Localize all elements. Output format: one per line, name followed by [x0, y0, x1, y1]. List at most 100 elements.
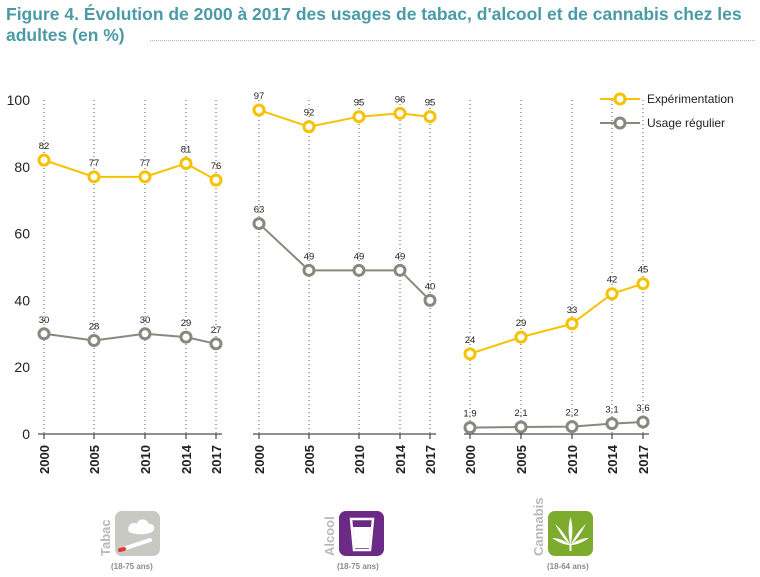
data-label-alcool-experimentation-2005: 92: [304, 108, 315, 119]
glass-icon: [339, 511, 384, 556]
data-label-cannabis-usage-regulier-2010: 2,2: [565, 408, 578, 419]
y-tick-label-0: 0: [22, 426, 30, 442]
data-label-cannabis-usage-regulier-2005: 2,1: [514, 408, 527, 419]
data-label-alcool-usage-regulier-2010: 49: [354, 251, 365, 262]
point-cannabis-experimentation-2014: [605, 287, 619, 301]
x-tick-label-tabac-2005: 2005: [87, 445, 102, 474]
data-label-alcool-usage-regulier-2000: 63: [254, 205, 265, 216]
data-label-alcool-experimentation-2014: 96: [395, 94, 406, 105]
data-label-cannabis-experimentation-2000: 24: [465, 335, 476, 346]
point-alcool-experimentation-2014: [393, 106, 407, 120]
point-alcool-usage-regulier-2017: [423, 293, 437, 307]
y-tick-label-80: 80: [14, 159, 30, 175]
point-tabac-usage-regulier-2005: [87, 333, 101, 347]
point-tabac-experimentation-2000: [37, 153, 51, 167]
legend: Expérimentation Usage régulier: [600, 92, 734, 130]
point-tabac-experimentation-2005: [87, 170, 101, 184]
point-alcool-experimentation-2000: [252, 103, 266, 117]
data-label-cannabis-experimentation-2005: 29: [516, 318, 527, 329]
x-tick-label-tabac-2014: 2014: [179, 444, 194, 474]
data-label-alcool-experimentation-2017: 95: [425, 98, 436, 109]
title-divider: [150, 40, 755, 41]
legend-experimentation-marker: [613, 92, 627, 106]
series-layer: 82 77 77 81 76 30 28 30 29 27 97 92 95 96 95 63 49 49 49 40…: [37, 91, 650, 435]
data-label-alcool-usage-regulier-2014: 49: [395, 251, 406, 262]
point-alcool-usage-regulier-2010: [352, 263, 366, 277]
point-tabac-experimentation-2017: [209, 173, 223, 187]
point-cannabis-usage-regulier-2005: [514, 420, 528, 434]
x-tick-label-alcool-2017: 2017: [423, 445, 438, 474]
panel-cannabis-label: Cannabis: [531, 497, 546, 556]
x-tick-label-tabac-2017: 2017: [209, 445, 224, 474]
data-label-alcool-usage-regulier-2017: 40: [425, 281, 436, 292]
x-tick-label-cannabis-2010: 2010: [565, 445, 580, 474]
point-cannabis-usage-regulier-2014: [605, 417, 619, 431]
y-tick-label-40: 40: [14, 292, 30, 308]
data-label-cannabis-experimentation-2017: 45: [638, 265, 649, 276]
data-label-tabac-usage-regulier-2010: 30: [140, 315, 151, 326]
panel-cannabis-footer: Cannabis (18-64 ans): [531, 497, 593, 571]
panel-alcool-footer: Alcool (18-75 ans): [322, 511, 384, 571]
data-label-tabac-experimentation-2010: 77: [140, 158, 151, 169]
point-tabac-experimentation-2014: [179, 156, 193, 170]
point-tabac-experimentation-2010: [138, 170, 152, 184]
x-tick-label-tabac-2000: 2000: [37, 445, 52, 474]
data-label-alcool-experimentation-2010: 95: [354, 98, 365, 109]
point-cannabis-experimentation-2017: [636, 277, 650, 291]
panel-alcool-label: Alcool: [322, 516, 337, 556]
data-label-cannabis-experimentation-2014: 42: [607, 275, 618, 286]
data-label-tabac-experimentation-2017: 76: [211, 161, 222, 172]
legend-experimentation-label: Expérimentation: [647, 92, 734, 106]
x-tick-label-alcool-2000: 2000: [252, 445, 267, 474]
panel-tabac-footer: Tabac (18-75 ans): [98, 511, 160, 571]
data-label-tabac-usage-regulier-2014: 29: [181, 318, 192, 329]
point-alcool-usage-regulier-2014: [393, 263, 407, 277]
point-cannabis-usage-regulier-2010: [565, 420, 579, 434]
axis-layer: 0 20 40 60 80 100 2000 2005 2010 2014 2017 2000 2005…: [7, 92, 651, 474]
point-alcool-experimentation-2010: [352, 110, 366, 124]
point-alcool-experimentation-2005: [302, 120, 316, 134]
panel-tabac-label: Tabac: [98, 519, 113, 556]
point-tabac-usage-regulier-2010: [138, 327, 152, 341]
data-label-cannabis-usage-regulier-2014: 3,1: [605, 405, 618, 416]
data-label-alcool-usage-regulier-2005: 49: [304, 251, 315, 262]
x-tick-label-alcool-2014: 2014: [393, 444, 408, 474]
x-tick-label-cannabis-2005: 2005: [514, 445, 529, 474]
point-cannabis-experimentation-2000: [463, 347, 477, 361]
legend-usage-regulier-marker: [613, 116, 627, 130]
data-label-cannabis-usage-regulier-2017: 3,6: [636, 403, 649, 414]
point-cannabis-usage-regulier-2017: [636, 415, 650, 429]
y-tick-label-20: 20: [14, 359, 30, 375]
data-label-cannabis-usage-regulier-2000: 1,9: [463, 409, 476, 420]
x-tick-label-cannabis-2000: 2000: [463, 445, 478, 474]
data-label-tabac-usage-regulier-2017: 27: [211, 325, 222, 336]
legend-usage-regulier-label: Usage régulier: [647, 116, 725, 130]
point-cannabis-experimentation-2005: [514, 330, 528, 344]
x-tick-label-cannabis-2017: 2017: [636, 445, 651, 474]
cigarette-icon: [115, 511, 160, 556]
x-tick-label-alcool-2010: 2010: [352, 445, 367, 474]
figure-title: Figure 4. Évolution de 2000 à 2017 des u…: [6, 4, 742, 45]
cannabis-leaf-icon: [548, 511, 593, 556]
data-label-tabac-usage-regulier-2005: 28: [89, 321, 100, 332]
x-tick-label-alcool-2005: 2005: [302, 445, 317, 474]
point-alcool-experimentation-2017: [423, 110, 437, 124]
x-tick-label-tabac-2010: 2010: [138, 445, 153, 474]
y-tick-label-100: 100: [7, 92, 31, 108]
x-tick-label-cannabis-2014: 2014: [605, 444, 620, 474]
panel-alcool-age: (18-75 ans): [337, 562, 379, 571]
y-tick-label-60: 60: [14, 226, 30, 242]
panel-tabac-age: (18-75 ans): [111, 562, 153, 571]
point-tabac-usage-regulier-2014: [179, 330, 193, 344]
point-tabac-usage-regulier-2017: [209, 337, 223, 351]
data-label-tabac-usage-regulier-2000: 30: [39, 315, 50, 326]
point-alcool-usage-regulier-2000: [252, 217, 266, 231]
data-label-tabac-experimentation-2005: 77: [89, 158, 100, 169]
data-label-tabac-experimentation-2000: 82: [39, 141, 50, 152]
point-cannabis-usage-regulier-2000: [463, 421, 477, 435]
point-cannabis-experimentation-2010: [565, 317, 579, 331]
data-label-alcool-experimentation-2000: 97: [254, 91, 265, 102]
panel-cannabis-age: (18-64 ans): [547, 562, 589, 571]
data-label-cannabis-experimentation-2010: 33: [567, 305, 578, 316]
